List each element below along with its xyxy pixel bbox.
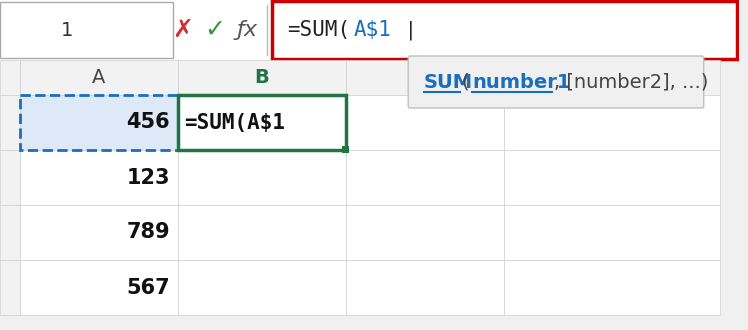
Bar [346,60,504,95]
Bar [504,205,720,260]
Bar [178,95,346,150]
Text: |: | [405,20,417,40]
Bar [178,150,346,205]
Text: 789: 789 [126,222,170,243]
Bar [19,205,178,260]
Bar [346,150,504,205]
FancyBboxPatch shape [408,56,704,108]
Text: 123: 123 [126,168,170,187]
Bar [178,260,346,315]
Text: 1: 1 [61,20,73,40]
Bar [0,260,19,315]
Bar [504,60,720,95]
Text: 567: 567 [126,278,170,298]
Text: B: B [254,68,269,87]
Bar [0,95,19,150]
Text: A: A [92,68,105,87]
Bar [342,146,349,153]
Text: (: ( [462,73,469,91]
Text: ✓: ✓ [204,18,225,42]
Bar [346,95,504,150]
Bar [178,205,346,260]
Text: D: D [604,68,619,87]
Bar [504,95,720,150]
Text: , [number2], ...): , [number2], ...) [554,73,708,91]
Bar [178,95,346,150]
Bar [504,150,720,205]
Bar [346,260,504,315]
Text: =SUM(A$1: =SUM(A$1 [184,113,285,133]
Text: =SUM(: =SUM( [286,20,350,40]
Bar [19,150,178,205]
Bar [178,60,346,95]
Bar [19,260,178,315]
Bar [0,60,19,95]
Bar [0,205,19,260]
Text: ✗: ✗ [172,18,193,42]
Bar [0,2,173,58]
Text: C: C [418,68,432,87]
Bar [346,205,504,260]
Text: 456: 456 [126,113,170,133]
Text: A$1: A$1 [354,20,392,40]
Text: number1: number1 [473,73,571,91]
Bar [0,150,19,205]
Bar [19,95,178,150]
Bar [272,1,738,59]
Bar [19,95,178,150]
Text: SUM: SUM [424,73,473,91]
Bar [19,60,178,95]
Text: ƒx: ƒx [236,20,257,40]
Bar [0,0,739,60]
Bar [504,260,720,315]
